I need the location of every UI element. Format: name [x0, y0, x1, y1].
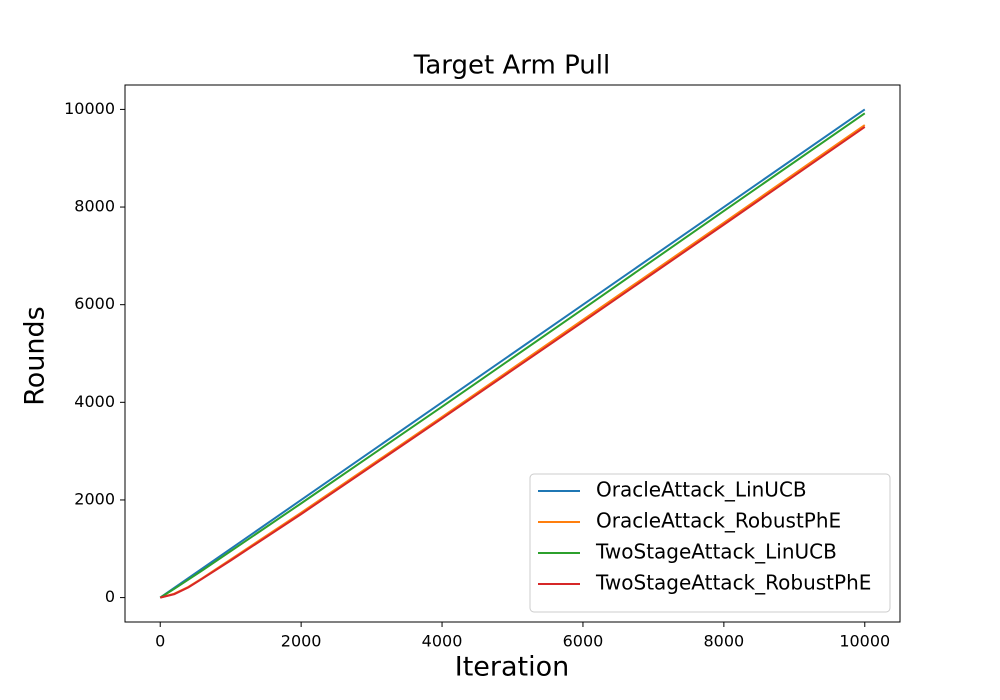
y-axis-label: Rounds	[20, 306, 51, 406]
plot-frame	[124, 84, 901, 623]
y-tick-label: 10000	[64, 99, 115, 118]
x-axis-label: Iteration	[455, 652, 570, 683]
legend-label: TwoStageAttack_LinUCB	[595, 540, 837, 564]
legend-box	[529, 473, 891, 613]
y-tick-label: 2000	[74, 489, 115, 508]
legend-label: OracleAttack_LinUCB	[596, 478, 807, 502]
y-tick-label: 4000	[74, 392, 115, 411]
y-tick-label: 8000	[74, 197, 115, 216]
x-tick-label: 10000	[839, 632, 890, 651]
series-line	[159, 108, 866, 599]
legend-label: TwoStageAttack_RobustPhE	[595, 571, 871, 595]
x-tick-label: 8000	[704, 632, 745, 651]
x-tick-label: 0	[155, 632, 165, 651]
legend-label: OracleAttack_RobustPhE	[596, 509, 841, 533]
x-tick-label: 4000	[422, 632, 463, 651]
chart-title: Target Arm Pull	[413, 51, 610, 81]
x-tick-label: 6000	[563, 632, 604, 651]
y-tick-label: 0	[105, 587, 115, 606]
series-line	[159, 126, 866, 599]
x-tick-label: 2000	[281, 632, 322, 651]
series-line	[159, 112, 866, 599]
y-tick-label: 6000	[74, 294, 115, 313]
